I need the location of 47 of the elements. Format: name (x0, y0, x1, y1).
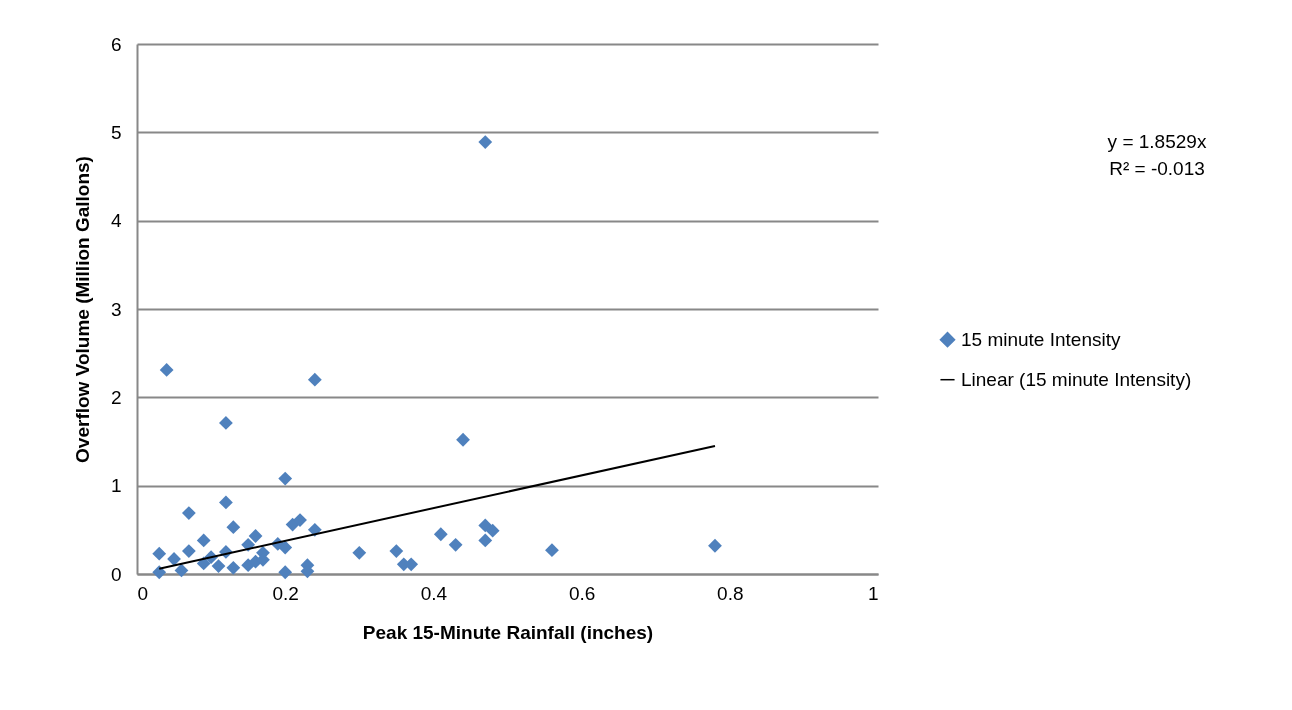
point (278, 565, 293, 580)
point (181, 506, 196, 520)
x-tick-label: 0 (137, 582, 149, 604)
x-axis-title: Peak 15-Minute Rainfall (inches) (362, 621, 654, 643)
x-tick-label: 0.8 (717, 582, 744, 604)
x-tick-label: 0.2 (272, 582, 299, 604)
point (456, 432, 470, 447)
y-tick-label: 6 (110, 33, 122, 55)
text: R² = -0.013 (1109, 158, 1205, 179)
point (211, 559, 226, 573)
point (226, 520, 241, 535)
legend-label: Linear (15 minute Intensity) (961, 368, 1192, 390)
point (352, 545, 367, 560)
point (219, 416, 233, 430)
point (485, 523, 500, 538)
x-tick-label: 0.4 (420, 582, 448, 604)
point (433, 527, 448, 542)
y-tick-label: 4 (110, 210, 122, 232)
y-tick-label: 1 (110, 475, 122, 497)
point (152, 546, 167, 561)
point (278, 540, 293, 555)
point (545, 543, 559, 558)
point (248, 529, 263, 543)
point (181, 544, 196, 558)
point (196, 533, 211, 548)
y-tick-label: 5 (110, 121, 122, 143)
text: y = 1.8529x (1107, 131, 1207, 152)
y-tick-label: 3 (110, 298, 122, 320)
point (278, 471, 293, 486)
x-tick-label: 1 (867, 582, 879, 604)
point (226, 560, 241, 575)
point (152, 565, 167, 580)
y-tick-label: 0 (110, 563, 122, 585)
point (478, 533, 493, 548)
point (478, 135, 493, 149)
point (293, 513, 307, 528)
point (159, 363, 174, 377)
point (708, 538, 722, 553)
point (307, 372, 322, 387)
y-tick-label: 2 (110, 386, 122, 408)
y-axis-title: Overflow Volume (Million Gallons) (71, 156, 93, 463)
x-tick-label: 0.6 (568, 582, 596, 604)
legend-label: 15 minute Intensity (961, 328, 1121, 350)
point (478, 518, 493, 533)
point (219, 495, 233, 510)
point (389, 544, 404, 558)
point (448, 537, 463, 552)
